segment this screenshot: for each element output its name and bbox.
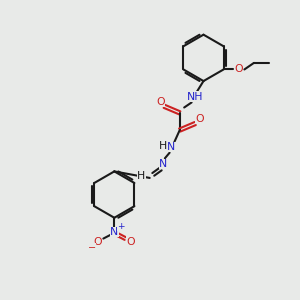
Text: H: H (137, 171, 146, 181)
Text: +: + (117, 222, 124, 231)
Text: O: O (156, 97, 165, 107)
Text: O: O (195, 114, 204, 124)
Text: O: O (235, 64, 243, 74)
Text: N: N (167, 142, 175, 152)
Text: N: N (159, 159, 167, 169)
Text: NH: NH (187, 92, 203, 101)
Text: H: H (159, 141, 167, 151)
Text: −: − (88, 243, 96, 253)
Text: O: O (126, 236, 135, 247)
Text: N: N (110, 227, 118, 237)
Text: O: O (94, 236, 102, 247)
